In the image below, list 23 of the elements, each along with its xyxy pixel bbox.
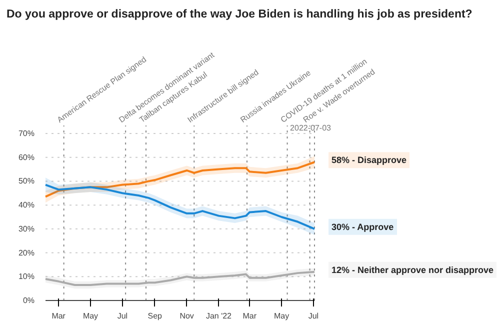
y-tick-label: 60% <box>18 152 35 162</box>
chart-title: Do you approve or disapprove of the way Joe Biden is handling his job as president? <box>6 8 472 20</box>
series-label: 30% - Approve <box>332 222 394 232</box>
y-tick-label: 50% <box>18 176 35 186</box>
y-tick-label: 0% <box>22 296 34 305</box>
x-tick-label: May <box>82 312 98 320</box>
x-tick-label: Jul <box>117 312 128 320</box>
series-label: 12% - Neither approve nor disapprove <box>332 264 494 275</box>
ref-line-label: 2022-07-03 <box>290 124 332 132</box>
x-tick-label: Nov <box>180 312 194 320</box>
y-tick-label: 20% <box>18 248 35 258</box>
line-series <box>44 184 316 230</box>
x-tick-label: Mar <box>242 312 257 320</box>
y-tick-label: 10% <box>18 272 35 282</box>
series-label: 58% - Disapprove <box>332 155 407 166</box>
y-tick-label: 40% <box>18 200 35 210</box>
x-tick-label: Jul <box>308 312 319 320</box>
x-tick-label: Jan '22 <box>206 312 232 320</box>
x-tick-label: May <box>274 312 290 320</box>
y-tick-label: 30% <box>18 224 35 234</box>
y-tick-label: 70% <box>18 129 35 138</box>
x-tick-label: Mar <box>52 312 66 320</box>
x-tick-label: Sep <box>148 312 163 320</box>
